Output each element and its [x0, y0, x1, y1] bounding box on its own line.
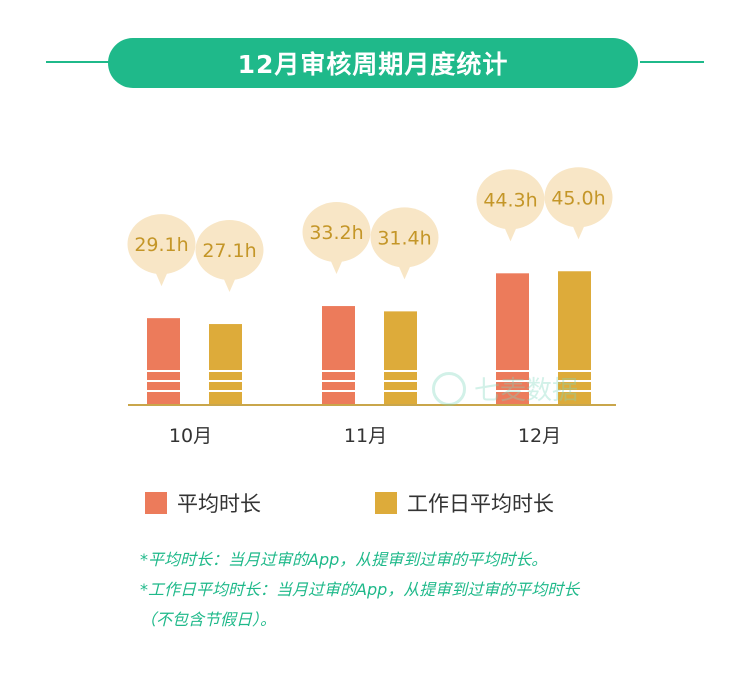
bar-stripe	[496, 370, 529, 372]
bar-stripe	[384, 370, 417, 372]
bar-stripe	[322, 380, 355, 382]
bar-avg-2	[496, 273, 529, 404]
bar-workday-0	[209, 324, 242, 404]
data-label-bubble	[370, 207, 439, 268]
bar-stripe	[496, 380, 529, 382]
bar-stripe	[384, 380, 417, 382]
data-label-bubble	[302, 202, 371, 263]
footnote-workday-cont: （不包含节假日）。	[140, 610, 277, 629]
bar-avg-0	[147, 318, 180, 404]
legend-swatch-avg	[145, 492, 167, 514]
data-label-bubble	[127, 214, 196, 275]
footnote-workday: *工作日平均时长：当月过审的App，从提审到过审的平均时长	[140, 580, 580, 599]
watermark: 七麦数据	[432, 370, 578, 407]
bar-stripe	[558, 380, 591, 382]
title-divider-right	[640, 61, 704, 63]
legend-swatch-workday	[375, 492, 397, 514]
x-tick-label-0: 10月	[169, 425, 212, 447]
bar-chart: 29.1h 27.1h 10月 33.2h 31.4h 11月 44.3h 45.0h 12月	[127, 167, 616, 447]
data-label-avg-1: 33.2h	[309, 222, 363, 244]
legend-label-avg: 平均时长	[177, 492, 261, 516]
data-label-bubble	[476, 169, 545, 230]
legend-item-avg: 平均时长	[145, 488, 261, 518]
bar-avg-1	[322, 306, 355, 404]
legend-label-workday: 工作日平均时长	[407, 492, 554, 516]
watermark-text: 七麦数据	[474, 376, 579, 406]
data-label-bubble	[544, 167, 613, 228]
footnotes: *平均时长：当月过审的App，从提审到过审的平均时长。 *工作日平均时长：当月过…	[140, 545, 720, 635]
x-tick-label-1: 11月	[344, 425, 387, 447]
data-label-avg-2: 44.3h	[483, 189, 537, 211]
bar-stripe	[147, 390, 180, 392]
bar-stripe	[496, 390, 529, 392]
data-label-workday-1: 31.4h	[377, 227, 431, 249]
bar-stripe	[322, 370, 355, 372]
bar-stripe	[209, 370, 242, 372]
bar-stripe	[209, 380, 242, 382]
bar-stripe	[147, 380, 180, 382]
legend-item-workday: 工作日平均时长	[375, 488, 554, 518]
data-label-bubble	[195, 220, 264, 281]
data-label-workday-0: 27.1h	[202, 240, 256, 262]
bar-stripe	[209, 390, 242, 392]
x-tick-label-2: 12月	[518, 425, 561, 447]
data-label-workday-2: 45.0h	[551, 187, 605, 209]
data-label-bubble-tail	[222, 276, 237, 293]
bar-stripe	[558, 370, 591, 372]
bar-stripe	[147, 370, 180, 372]
data-label-avg-0: 29.1h	[134, 234, 188, 256]
bar-stripe	[384, 390, 417, 392]
footnote-avg: *平均时长：当月过审的App，从提审到过审的平均时长。	[140, 550, 548, 569]
bar-stripe	[558, 390, 591, 392]
data-label-bubble-tail	[329, 258, 344, 275]
bar-stripe	[322, 390, 355, 392]
cat-face-icon	[432, 371, 466, 406]
title-divider-left	[46, 61, 110, 63]
data-label-bubble-tail	[503, 225, 518, 242]
chart-title: 12月审核周期月度统计	[108, 38, 638, 88]
bar-workday-1	[384, 311, 417, 404]
data-label-bubble-tail	[154, 270, 169, 287]
data-label-bubble-tail	[571, 223, 586, 240]
data-label-bubble-tail	[397, 263, 412, 280]
